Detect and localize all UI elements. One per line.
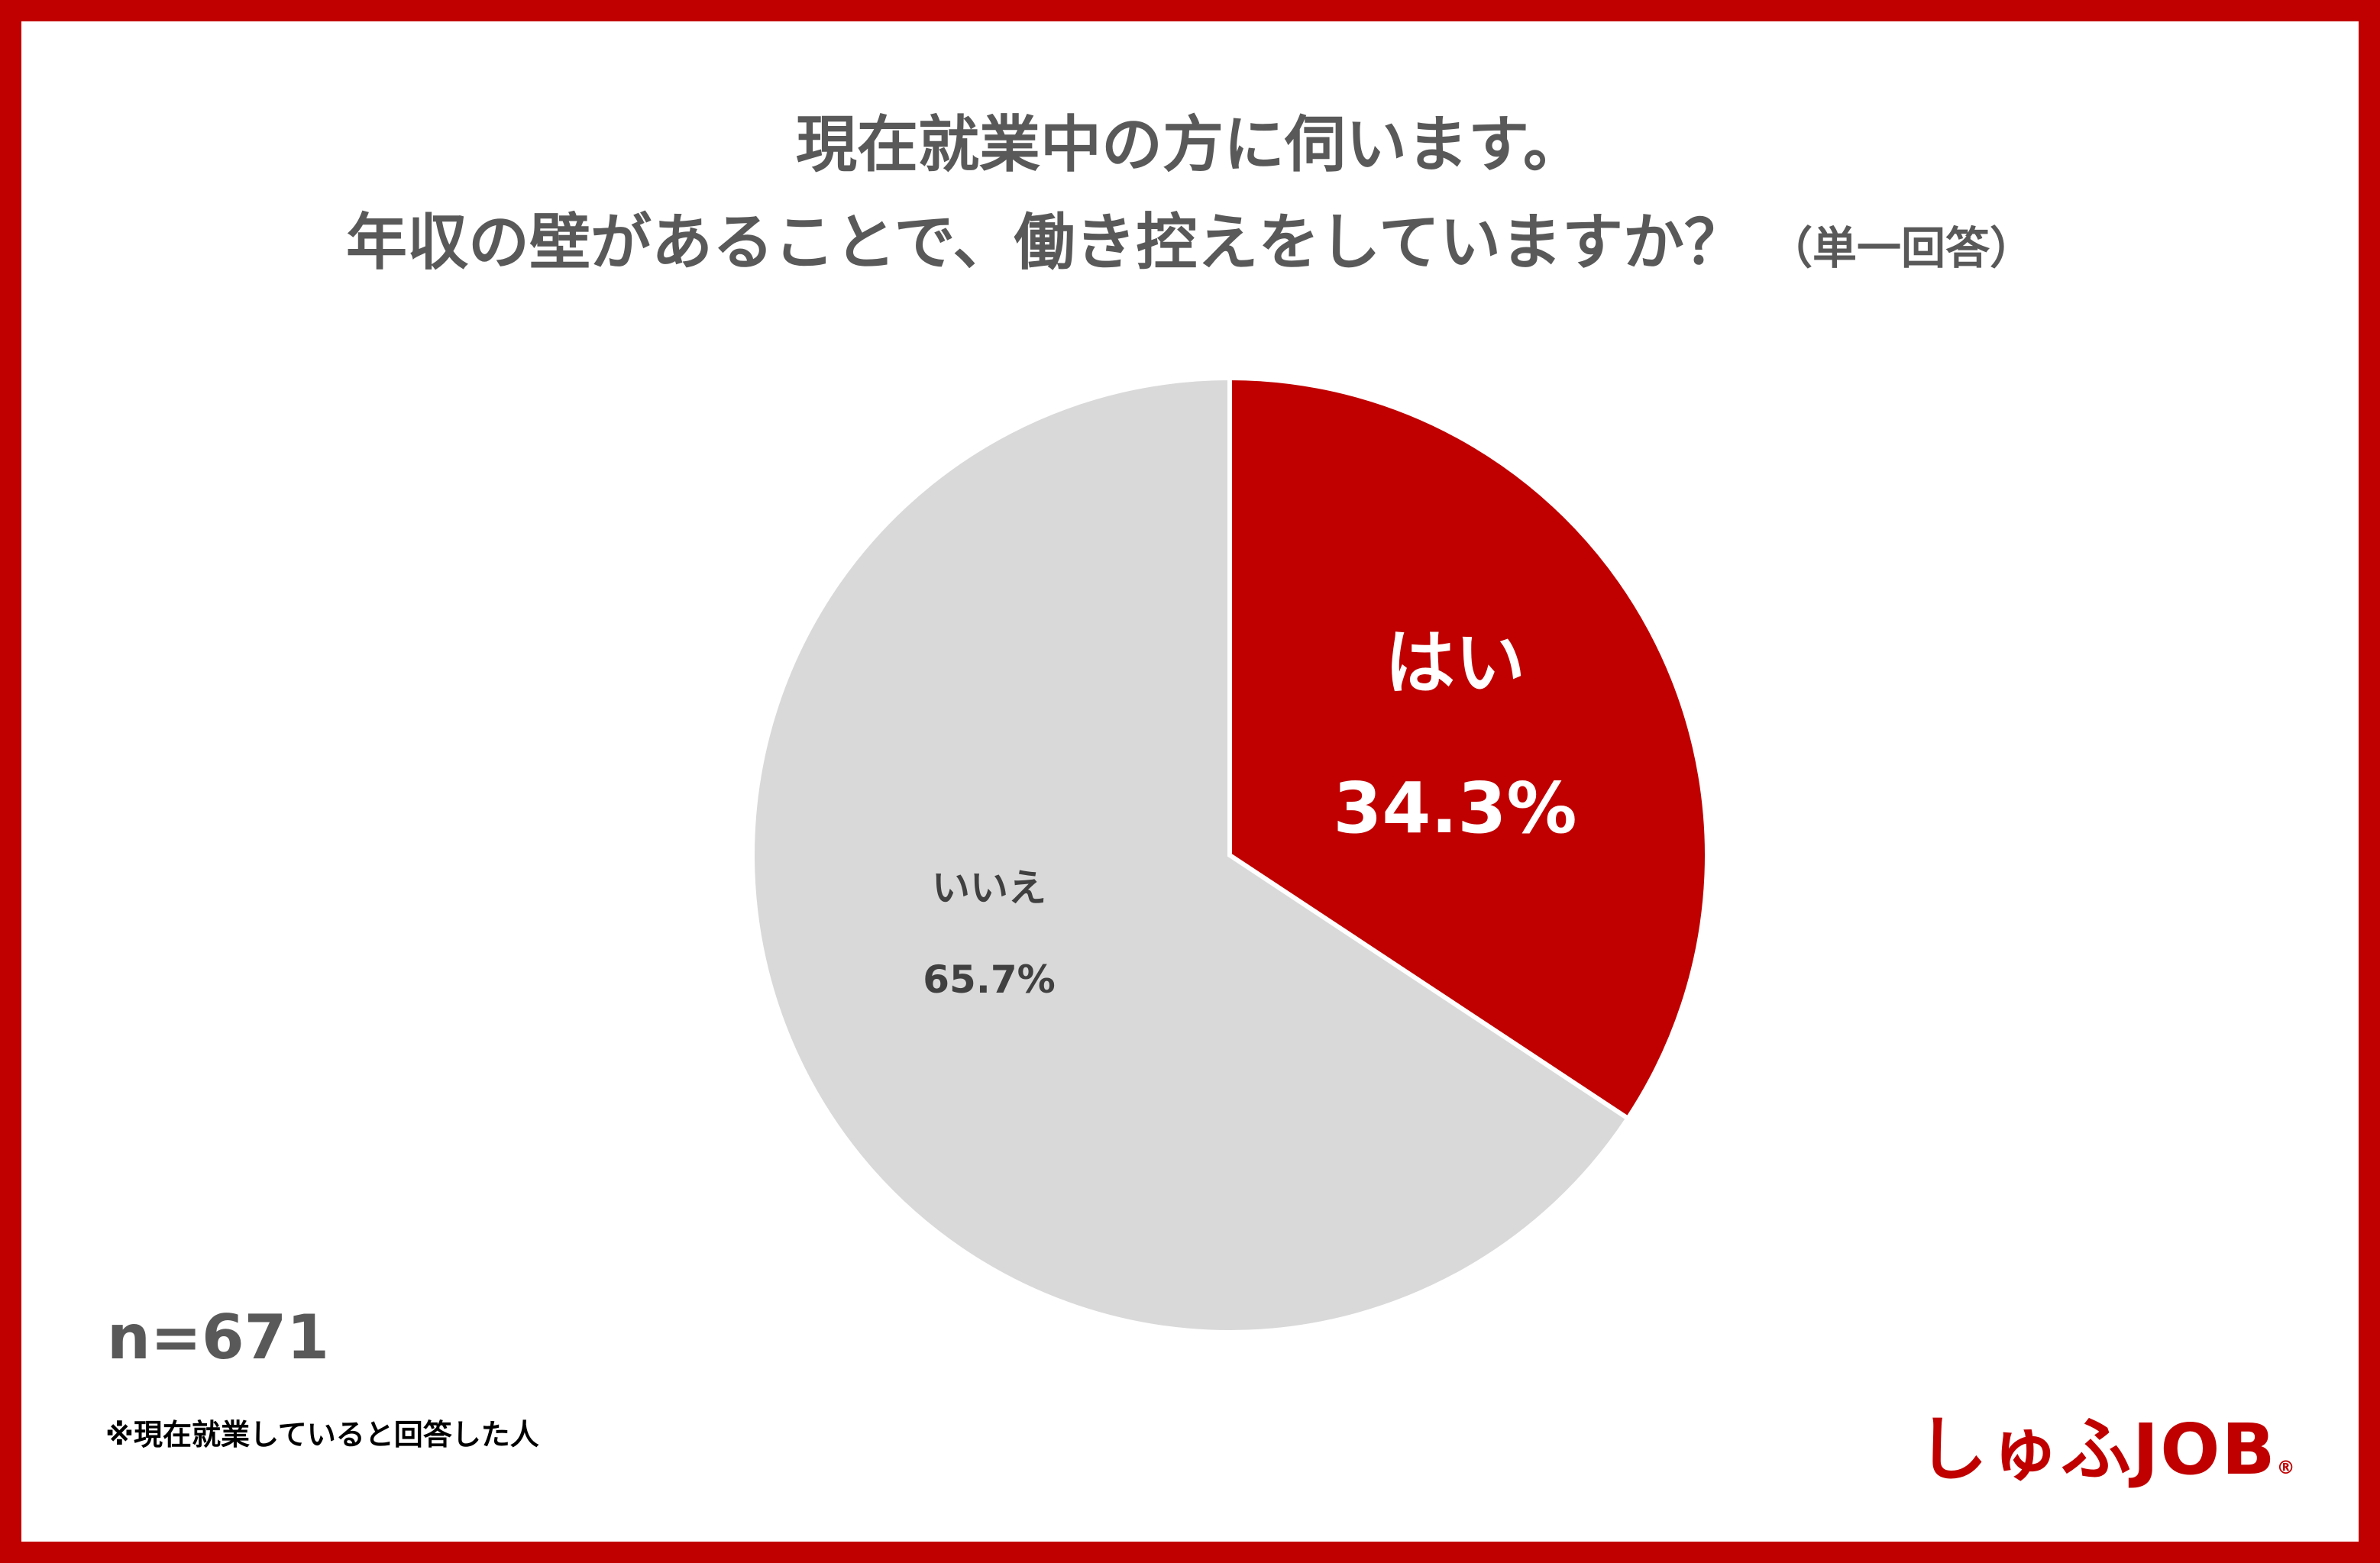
chart-title-line2: 年収の壁があることで、働き控えをしていますか？ （単一回答） (0, 205, 2380, 286)
pie-label-value-yes: 34.3% (1333, 767, 1576, 849)
brand-logo-registered-mark: ® (2276, 1457, 2297, 1478)
pie-label-value-no: 65.7% (923, 957, 1055, 1002)
pie-labels: はい 34.3% いいえ 65.7% (923, 622, 1576, 1002)
chart-title-note: （単一回答） (1767, 222, 2034, 274)
pie-label-category-no: いいえ (932, 866, 1046, 910)
chart-title-line1: 現在就業中の方に伺います。 (796, 109, 1584, 180)
pie-slices (750, 375, 1709, 1335)
pie-label-category-yes: はい (1385, 622, 1525, 704)
pie-slice-no (750, 375, 1631, 1335)
brand-logo: しゅふJOB® (1917, 1393, 2297, 1494)
chart-title-question: 年収の壁があることで、働き控えをしていますか？ (345, 207, 1745, 278)
footnote: ※現在就業していると回答した人 (105, 1418, 539, 1452)
sample-size: n=671 (107, 1302, 329, 1373)
brand-logo-text: しゅふJOB (1917, 1409, 2277, 1490)
